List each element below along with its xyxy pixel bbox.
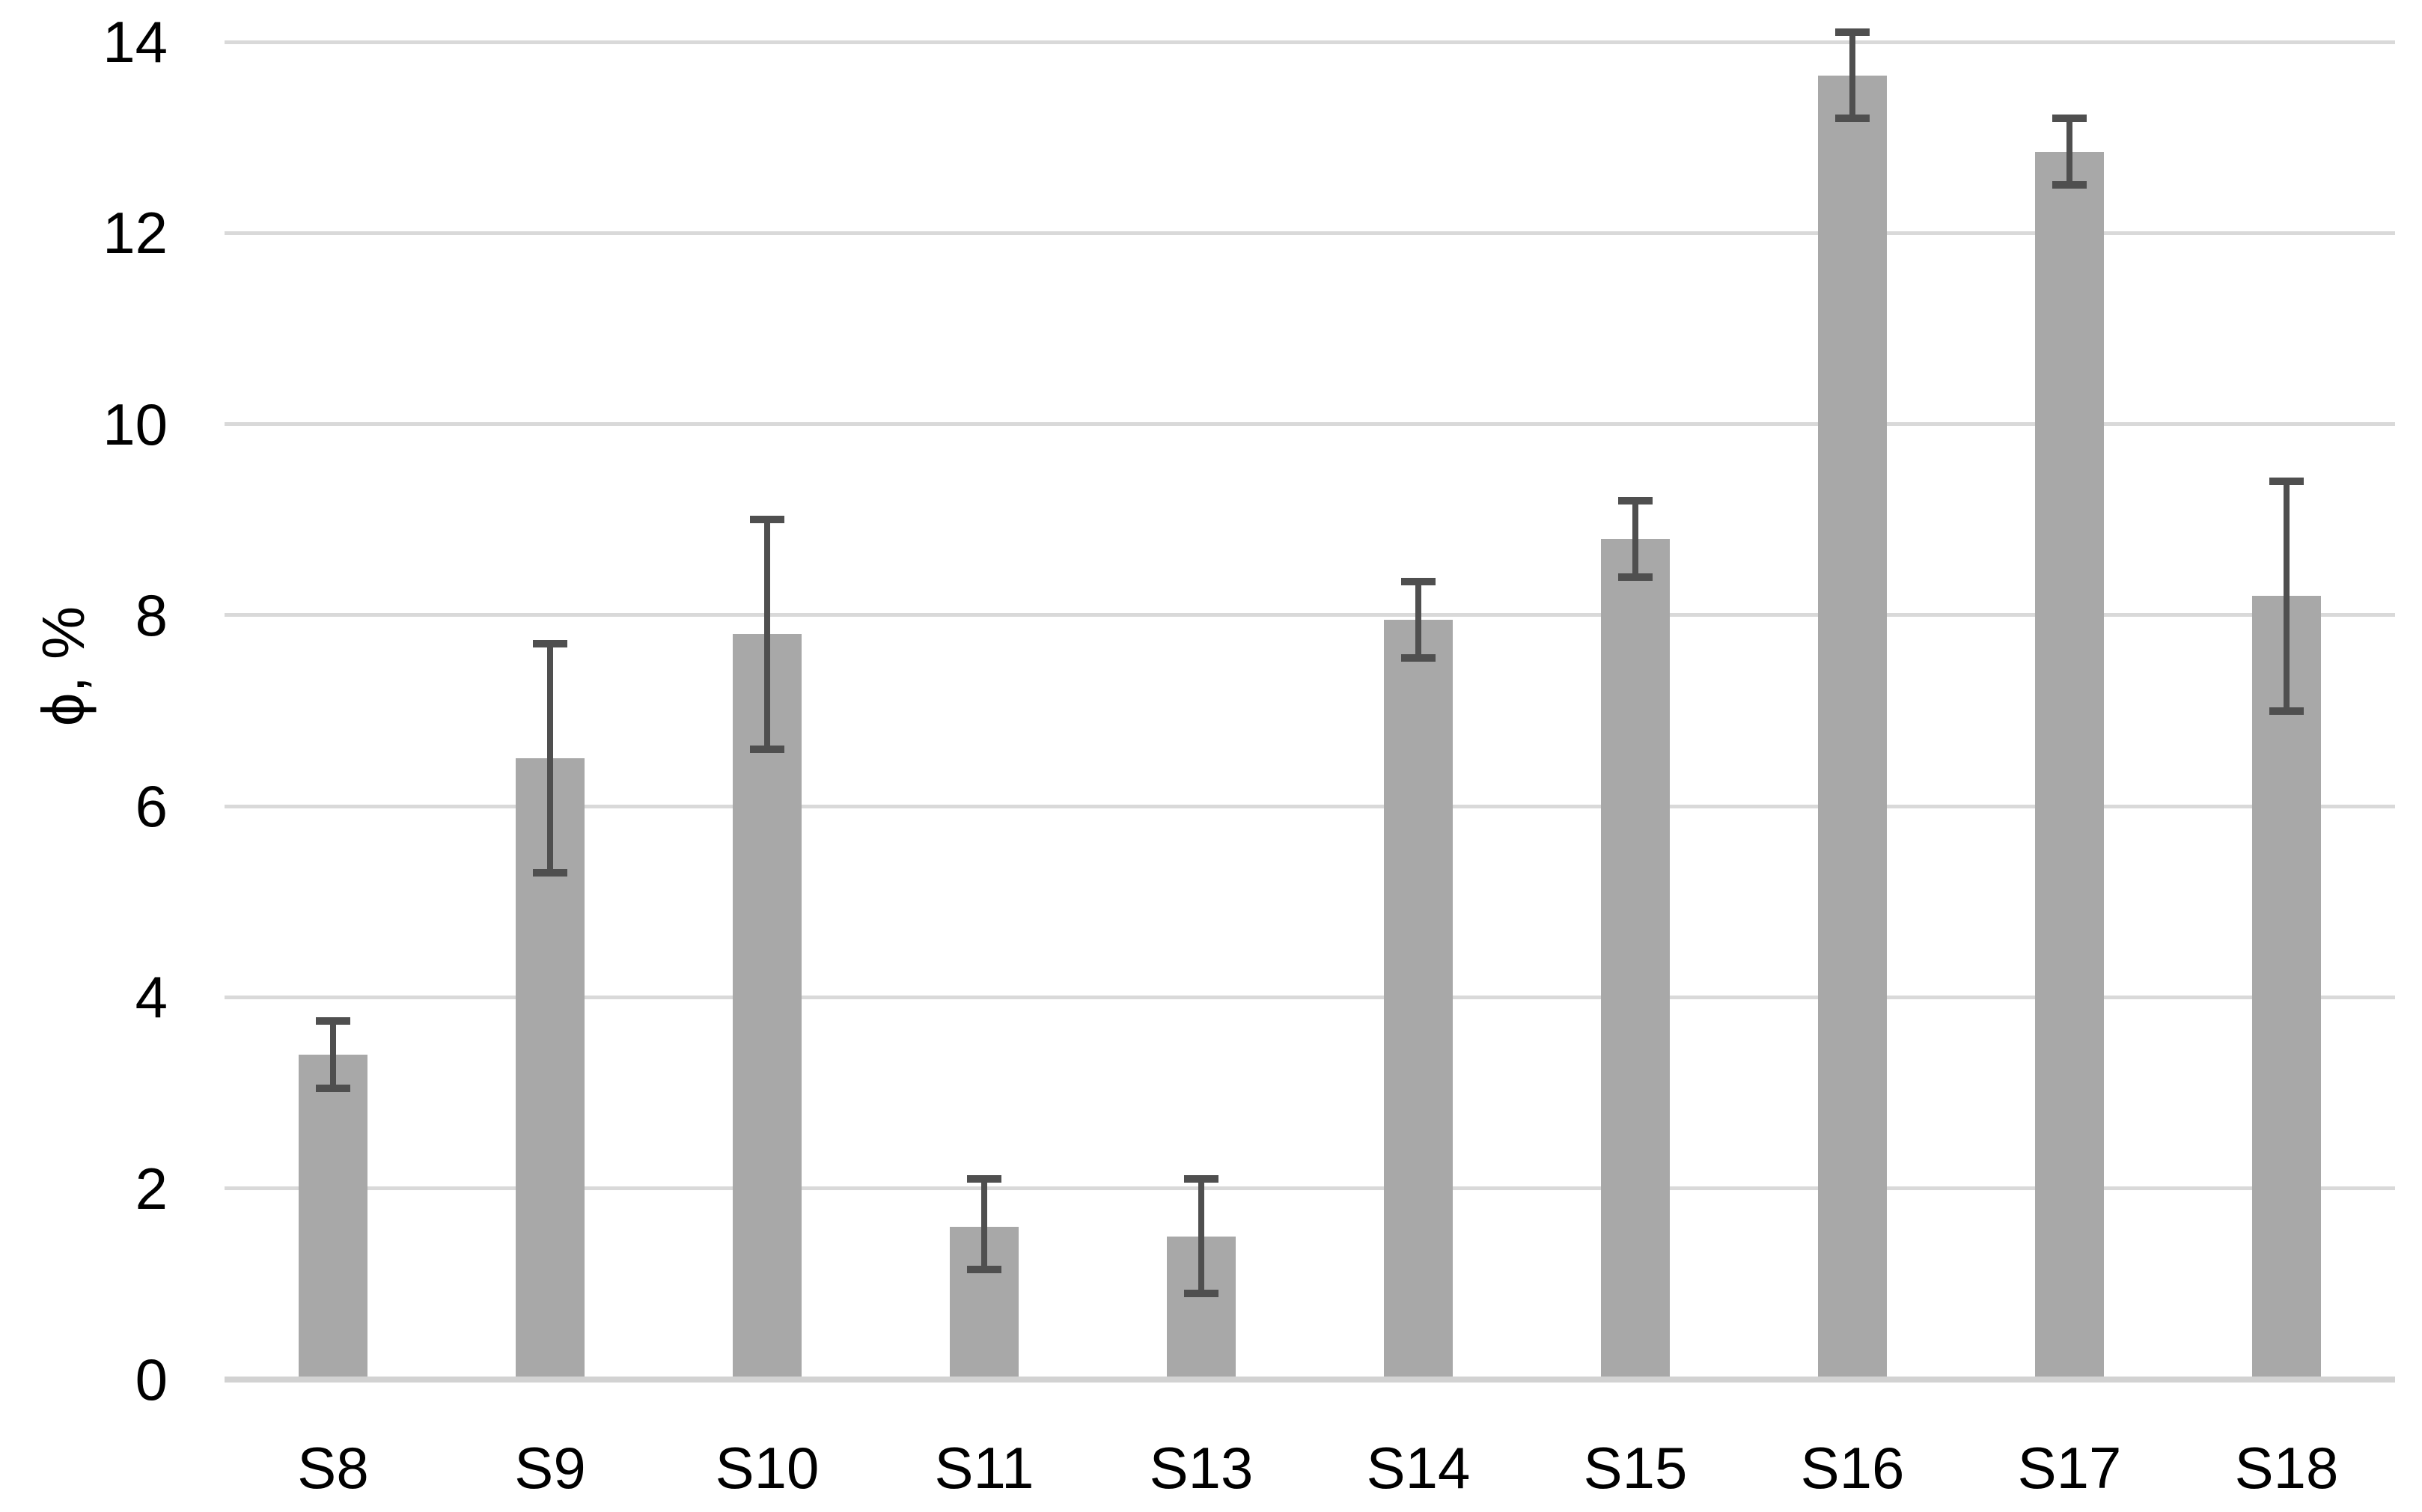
error-cap-top-S16 (1835, 28, 1870, 37)
error-bar-S9 (547, 644, 553, 874)
y-axis-title: ϕ, % (30, 606, 97, 727)
error-cap-top-S15 (1618, 496, 1653, 504)
y-tick-label: 2 (135, 1155, 168, 1222)
y-tick-label: 12 (103, 200, 168, 266)
x-label-S14: S14 (1366, 1435, 1471, 1501)
error-cap-bottom-S10 (750, 745, 784, 753)
error-cap-top-S10 (750, 516, 784, 524)
error-bar-S10 (764, 519, 770, 749)
error-cap-bottom-S11 (967, 1266, 1001, 1274)
error-cap-bottom-S14 (1401, 654, 1436, 662)
error-cap-top-S17 (2052, 115, 2087, 123)
gridline (225, 1186, 2395, 1191)
gridline (225, 804, 2395, 808)
x-label-S15: S15 (1583, 1435, 1688, 1501)
error-cap-bottom-S13 (1184, 1290, 1218, 1298)
error-cap-bottom-S16 (1835, 115, 1870, 123)
x-label-S18: S18 (2234, 1435, 2339, 1501)
bar-S8 (299, 1055, 367, 1380)
error-cap-bottom-S17 (2052, 181, 2087, 189)
gridline (225, 231, 2395, 235)
y-tick-label: 10 (103, 391, 168, 457)
x-label-S10: S10 (715, 1435, 820, 1501)
error-cap-bottom-S8 (316, 1084, 350, 1092)
error-cap-top-S13 (1184, 1174, 1218, 1183)
error-cap-top-S14 (1401, 578, 1436, 586)
error-cap-top-S9 (533, 640, 567, 648)
x-label-S16: S16 (1800, 1435, 1905, 1501)
x-label-S11: S11 (934, 1435, 1034, 1501)
bar-S10 (733, 634, 802, 1380)
x-label-S17: S17 (2017, 1435, 2122, 1501)
bar-S17 (2035, 151, 2104, 1380)
error-cap-bottom-S15 (1618, 573, 1653, 581)
error-bar-S8 (330, 1021, 336, 1088)
x-label-S9: S9 (514, 1435, 586, 1501)
x-axis-line (225, 1377, 2395, 1383)
error-bar-S11 (981, 1178, 987, 1270)
error-cap-bottom-S9 (533, 869, 567, 877)
gridline (225, 613, 2395, 618)
bar-S14 (1384, 620, 1453, 1380)
error-bar-S17 (2066, 118, 2072, 186)
y-tick-label: 14 (103, 9, 168, 75)
y-tick-label: 0 (135, 1347, 168, 1412)
error-bar-S15 (1632, 500, 1638, 577)
error-cap-top-S8 (316, 1017, 350, 1025)
bar-S18 (2252, 596, 2321, 1380)
gridline (225, 40, 2395, 44)
error-bar-S13 (1198, 1178, 1204, 1294)
gridline (225, 422, 2395, 427)
gridline (225, 995, 2395, 999)
error-bar-S16 (1849, 32, 1855, 119)
error-cap-top-S18 (2269, 478, 2304, 486)
x-label-S13: S13 (1149, 1435, 1254, 1501)
x-label-S8: S8 (297, 1435, 369, 1501)
error-bar-S18 (2284, 481, 2290, 711)
y-tick-label: 4 (135, 964, 168, 1031)
bar-S16 (1818, 75, 1887, 1380)
bar-S15 (1601, 538, 1670, 1380)
error-cap-bottom-S18 (2269, 707, 2304, 715)
y-tick-label: 8 (135, 582, 168, 648)
error-cap-top-S11 (967, 1174, 1001, 1183)
error-bar-S14 (1415, 582, 1421, 659)
y-tick-label: 6 (135, 773, 168, 840)
